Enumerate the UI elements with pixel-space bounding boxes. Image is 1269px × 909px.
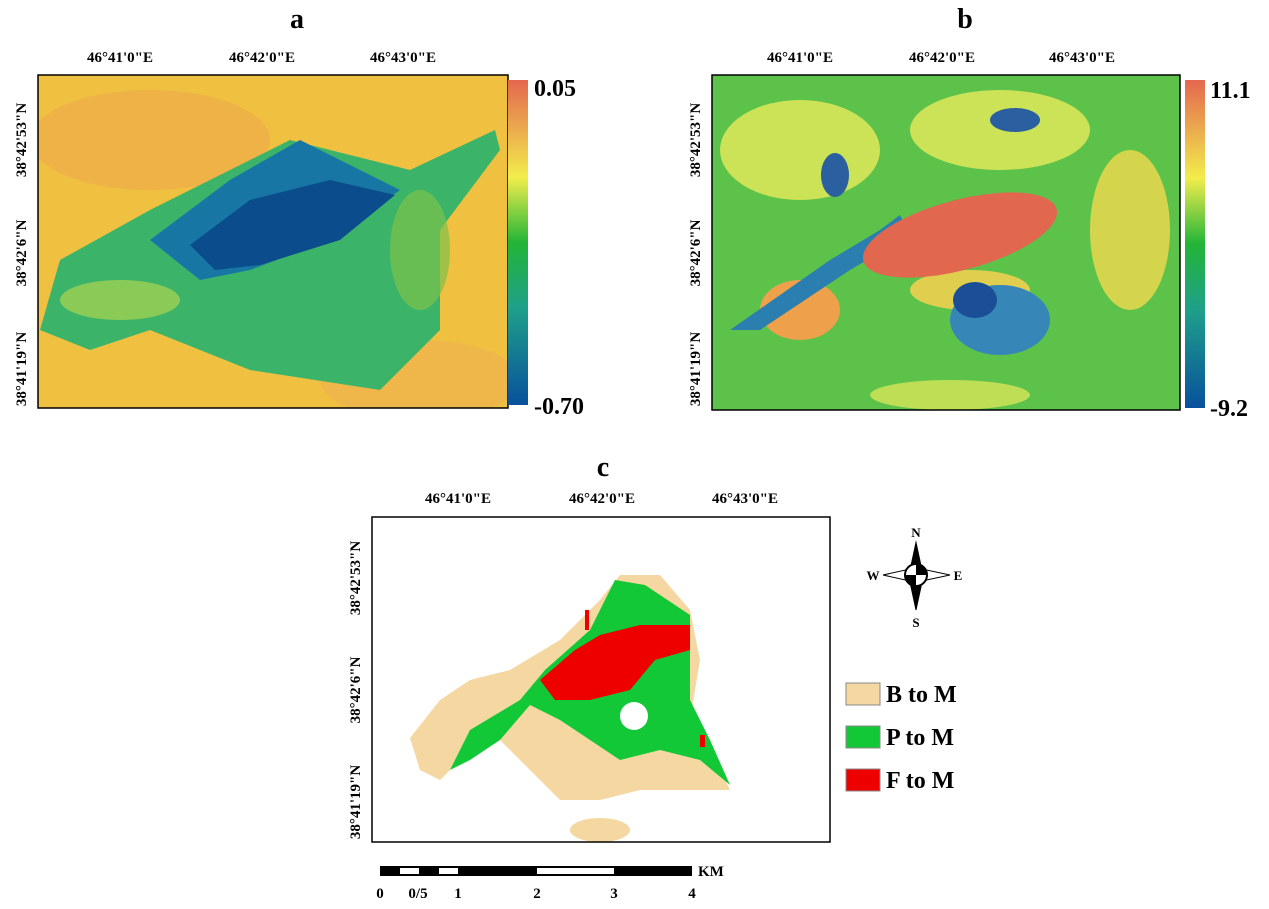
frame: [711, 74, 1181, 411]
panel-a: a 46°41'0"E 46°42'0"E 46°43'0"E 38°42'53…: [14, 4, 584, 420]
lon-label: 46°42'0"E: [569, 491, 635, 507]
colorbar-max: 0.05: [534, 76, 576, 102]
colorbar: [1185, 80, 1205, 408]
scale-label: 0/5: [408, 886, 427, 902]
lon-label: 46°43'0"E: [712, 491, 778, 507]
compass-n: N: [911, 525, 921, 540]
legend-swatch: [845, 768, 881, 792]
colorbar-min: -9.2: [1210, 396, 1248, 422]
compass-s: S: [912, 615, 919, 630]
scale-label: 4: [688, 886, 696, 902]
lat-label: 38°42'6"N: [688, 219, 704, 286]
panel-b: b 46°41'0"E 46°42'0"E 46°43'0"E 38°42'53…: [688, 4, 1251, 422]
lat-label: 38°41'19"N: [14, 332, 30, 406]
compass-e: E: [954, 568, 963, 583]
lat-label: 38°42'53"N: [348, 541, 364, 615]
lon-label: 46°42'0"E: [909, 50, 975, 66]
lat-label: 38°41'19"N: [688, 332, 704, 406]
lat-label: 38°42'6"N: [14, 219, 30, 286]
scale-unit: KM: [698, 864, 724, 880]
panel-c: c 46°41'0"E 46°42'0"E 46°43'0"E 38°42'53…: [348, 452, 831, 843]
legend-label: F to M: [886, 768, 954, 794]
lat-label: 38°41'19"N: [348, 765, 364, 839]
lat-label: 38°42'6"N: [348, 656, 364, 723]
legend-swatch: [845, 725, 881, 749]
lat-label: 38°42'53"N: [688, 103, 704, 177]
lat-label: 38°42'53"N: [14, 103, 30, 177]
frame: [371, 516, 831, 843]
scale-bar: 0 0/5 1 2 3 4KM: [376, 864, 724, 902]
colorbar-min: -0.70: [534, 394, 584, 420]
lon-label: 46°43'0"E: [1049, 50, 1115, 66]
panel-title: c: [597, 452, 609, 483]
colorbar-max: 11.1: [1210, 78, 1251, 104]
lon-label: 46°41'0"E: [767, 50, 833, 66]
lon-label: 46°43'0"E: [370, 50, 436, 66]
lon-label: 46°41'0"E: [425, 491, 491, 507]
panel-title: a: [290, 4, 304, 35]
legend: B to M P to M F to M: [845, 682, 957, 794]
colorbar: [508, 80, 528, 405]
legend-label: P to M: [886, 725, 954, 751]
lon-label: 46°41'0"E: [87, 50, 153, 66]
lon-label: 46°42'0"E: [229, 50, 295, 66]
scale-label: 0: [376, 886, 384, 902]
panel-title: b: [957, 4, 973, 35]
scale-label: 2: [533, 886, 541, 902]
raster-b: [712, 75, 1180, 410]
scale-label: 3: [610, 886, 618, 902]
compass: N S E W: [867, 525, 963, 630]
legend-label: B to M: [886, 682, 957, 708]
scale-label: 1: [454, 886, 462, 902]
raster-a: [38, 75, 508, 408]
change-map: [410, 575, 730, 842]
legend-swatch: [845, 682, 881, 706]
compass-w: W: [867, 568, 880, 583]
